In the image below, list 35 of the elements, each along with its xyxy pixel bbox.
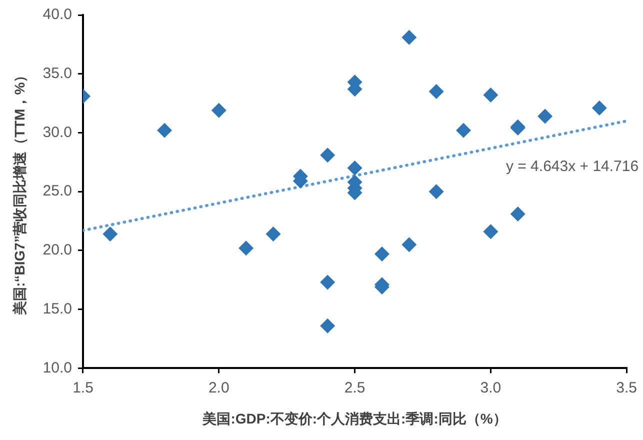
point [320, 318, 336, 334]
point [510, 206, 526, 222]
point [483, 88, 498, 103]
point [483, 224, 498, 240]
point [402, 237, 417, 252]
point [428, 184, 444, 200]
x-tick-label: 3.0 [480, 379, 502, 396]
point [320, 274, 336, 290]
x-tick-label: 3.5 [616, 379, 638, 396]
point [211, 102, 226, 118]
annotation: y = 4.643x + 14.716 [506, 158, 639, 176]
y-tick-label: 40.0 [42, 6, 72, 24]
point [538, 108, 553, 124]
y-tick-label: 15.0 [42, 300, 72, 318]
point [320, 148, 336, 163]
point [592, 100, 607, 116]
point [456, 122, 471, 138]
y-tick-label: 25.0 [42, 182, 72, 200]
point [266, 226, 281, 242]
point [428, 84, 444, 100]
y-tick-label: 10.0 [42, 359, 72, 376]
y-axis-title: 美国:“BIG7”营收同比增速（TTM，%） [11, 68, 28, 316]
point [238, 240, 254, 256]
y-tick-label: 20.0 [42, 242, 72, 259]
point [347, 160, 362, 176]
y-tick-label: 35.0 [42, 65, 72, 82]
x-tick-label: 1.5 [72, 379, 94, 396]
x-tick-label: 2.5 [344, 379, 366, 396]
y-tick-label: 30.0 [42, 124, 72, 141]
x-axis-title: 美国:GDP:不变价:个人消费支出:季调:同比（%） [202, 410, 507, 426]
point [157, 122, 172, 138]
point [102, 226, 118, 242]
x-tick-label: 2.0 [208, 379, 230, 396]
point [402, 30, 417, 45]
point [374, 246, 390, 262]
